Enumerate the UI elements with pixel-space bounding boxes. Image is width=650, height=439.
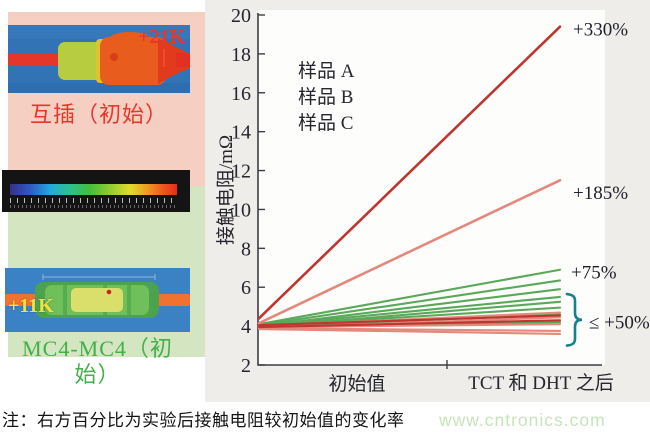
chart-line	[257, 288, 562, 328]
delta-temp-label-top: +21K	[138, 26, 185, 48]
chart-line	[257, 25, 562, 320]
thermal-colorbar-ticks	[10, 198, 177, 203]
y-tick-label: 18	[231, 44, 251, 66]
thermal-image-plug-art	[8, 25, 190, 93]
contact-resistance-chart-region: 2 4 6 8 10 12 14 16 18 20 初始值 TCT 和 DHT 之后 接触电阻/mΩ 样品…	[205, 0, 650, 402]
thermal-image-plug: +21K	[8, 25, 190, 93]
x-category-label: TCT 和 DHT 之后	[468, 372, 614, 394]
thermal-image-mc4-art	[5, 268, 190, 332]
watermark-link[interactable]: www.cntronics.com	[438, 410, 606, 430]
chart-line	[257, 327, 562, 335]
chart-line	[257, 319, 562, 329]
y-tick-label: 6	[241, 277, 251, 299]
thermal-colorbar	[2, 170, 190, 212]
caption-mc4-initial: MC4-MC4（初始）	[22, 336, 173, 388]
y-tick-label: 16	[231, 83, 251, 105]
chart-line	[257, 279, 562, 327]
y-tick-label: 14	[231, 122, 251, 144]
chart-line	[257, 295, 562, 328]
contact-resistance-chart: 2 4 6 8 10 12 14 16 18 20 初始值 TCT 和 DHT 之后 接触电阻/mΩ 样品…	[215, 5, 650, 395]
y-tick-label: 20	[231, 5, 251, 27]
x-category-label: 初始值	[328, 373, 385, 395]
footer: 注：右方百分比为实验后接触电阻较初始值的变化率 www.cntronics.co…	[2, 406, 648, 431]
percent-annotation: +185%	[573, 183, 628, 204]
y-tick-label: 12	[231, 161, 251, 183]
legend-item: 样品 C	[298, 112, 353, 134]
y-tick-label: 2	[241, 355, 251, 377]
percent-annotation: +75%	[571, 263, 617, 284]
delta-temp-label-bottom: +11K	[8, 295, 54, 317]
y-axis-title: 接触电阻/mΩ	[215, 135, 237, 245]
cluster-brace	[565, 292, 583, 347]
y-tick-label: 4	[241, 316, 251, 338]
figure-note: 注：右方百分比为实验后接触电阻较初始值的变化率	[2, 411, 405, 430]
thermal-colorbar-numbers	[10, 205, 177, 208]
chart-line	[257, 268, 562, 326]
legend-item: 样品 A	[298, 60, 355, 82]
y-tick-label: 10	[231, 199, 251, 221]
caption-plug-initial: 互插（初始）	[29, 102, 168, 127]
y-tick-label: 8	[241, 238, 251, 260]
chart-line	[257, 178, 562, 325]
legend-item: 样品 B	[298, 86, 353, 108]
percent-annotation: +330%	[573, 20, 628, 41]
thermal-colorbar-gradient	[10, 184, 177, 195]
chart-line	[257, 327, 562, 333]
percent-annotation: ≤ +50%	[589, 312, 650, 333]
chart-line	[257, 314, 562, 327]
thermal-image-mc4: +11K	[5, 268, 190, 332]
